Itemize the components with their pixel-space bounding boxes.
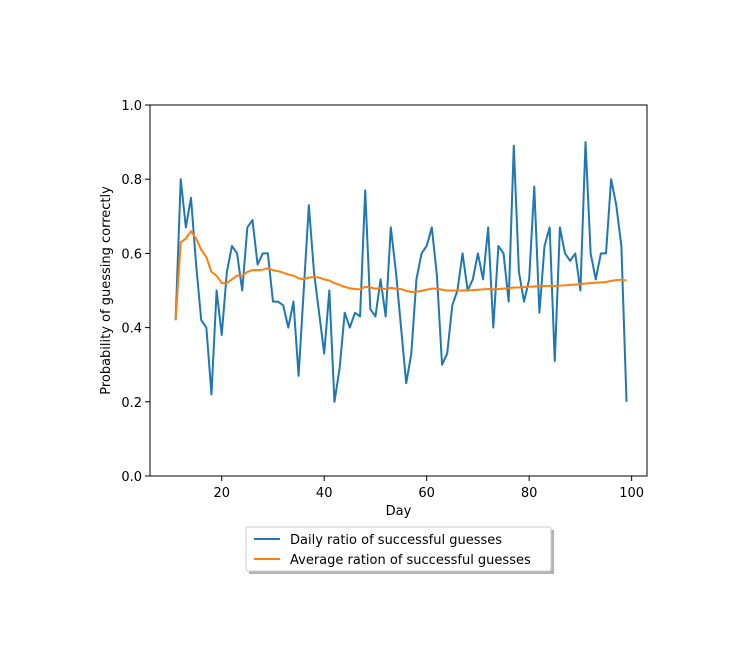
legend-box	[245, 526, 552, 572]
legend: Daily ratio of successful guesses Averag…	[245, 526, 554, 574]
x-axis-label: Day	[386, 504, 412, 519]
y-tick-label: 0.8	[121, 173, 142, 188]
y-axis-label: Probability of guessing correctly	[99, 186, 114, 395]
y-tick-label: 0.2	[121, 396, 142, 411]
legend-label-average: Average ration of successful guesses	[290, 553, 531, 568]
series-line-average	[174, 230, 627, 321]
y-tick-label: 0.6	[121, 247, 142, 262]
y-tick-label: 0.0	[121, 470, 142, 485]
y-tick-label: 0.4	[121, 322, 142, 337]
x-axis: 20 40 60 80 100	[213, 476, 644, 501]
x-tick-label: 60	[418, 486, 435, 501]
y-axis: 0.0 0.2 0.4 0.6 0.8 1.0	[121, 99, 150, 485]
x-tick-label: 20	[213, 486, 230, 501]
x-tick-label: 80	[521, 486, 538, 501]
plot-frame	[149, 104, 648, 477]
series-line-daily	[174, 141, 628, 403]
legend-label-daily: Daily ratio of successful guesses	[290, 533, 502, 548]
plot-lines	[174, 141, 628, 403]
x-tick-label: 100	[619, 486, 644, 501]
y-tick-label: 1.0	[121, 99, 142, 114]
x-tick-label: 40	[316, 486, 333, 501]
